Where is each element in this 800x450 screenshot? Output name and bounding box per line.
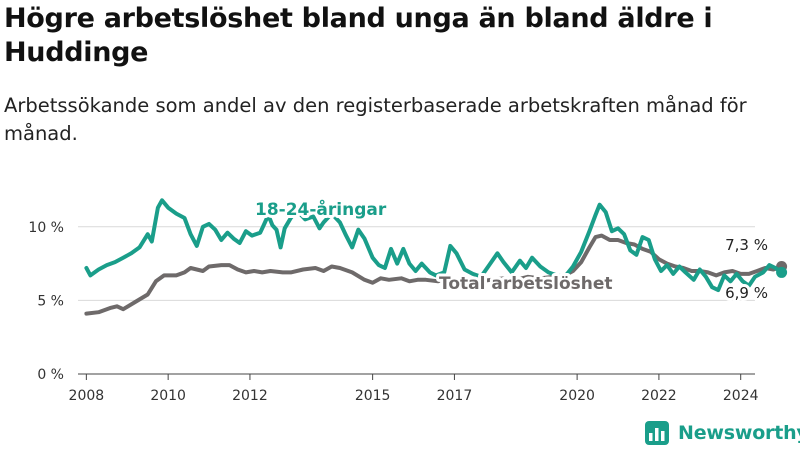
end-value-youth: 6,9 % [725,284,768,302]
series-label-youth: 18-24-åringar [255,198,387,220]
y-tick-label: 5 % [37,293,64,309]
y-tick-label: 10 % [28,220,64,236]
newsworthy-brand: Newsworthy [644,420,800,446]
x-axis: 2008 2010 2012 2015 2017 2020 2022 2024 [69,374,759,404]
end-point-youth [776,266,788,278]
series-lines [84,198,788,316]
series-label-total: Total arbetslöshet [439,274,613,294]
grid-lines: 0 % 5 % 10 % [28,220,755,383]
x-tick-label: 2024 [723,388,759,404]
chart-subtitle: Arbetssökande som andel av den registerb… [4,94,747,145]
y-tick-label: 0 % [37,367,64,383]
series-line-youth [84,198,784,293]
x-tick-label: 2008 [69,388,105,404]
x-tick-label: 2015 [355,388,391,404]
end-value-total: 7,3 % [725,236,768,254]
brand-name: Newsworthy [678,422,800,444]
x-tick-label: 2020 [559,388,595,404]
chart-title: Högre arbetslöshet bland unga än bland ä… [4,3,713,68]
x-tick-label: 2012 [232,388,268,404]
series-labels: 18-24-åringar Total arbetslöshet 7,3 % 6,9 … [252,195,771,305]
bar-chart-logo-icon [645,421,669,445]
x-tick-label: 2010 [150,388,186,404]
x-tick-label: 2022 [641,388,677,404]
x-tick-label: 2017 [437,388,473,404]
